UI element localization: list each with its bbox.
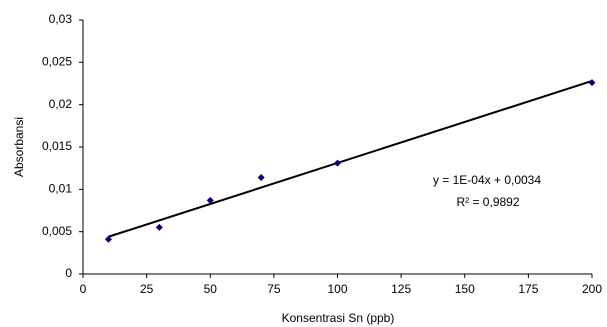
x-tick-label: 200: [582, 282, 602, 296]
x-tick-label: 125: [391, 282, 411, 296]
x-tick-label: 25: [140, 282, 154, 296]
x-tick-label: 75: [267, 282, 281, 296]
y-tick-label: 0: [65, 266, 72, 280]
data-point: [104, 235, 112, 243]
x-tick-label: 175: [518, 282, 538, 296]
data-point: [206, 196, 214, 204]
y-tick-label: 0,025: [42, 55, 72, 69]
y-tick-label: 0,03: [49, 12, 73, 26]
data-point: [155, 223, 163, 231]
y-tick-label: 0,01: [49, 182, 73, 196]
y-tick-label: 0,005: [42, 224, 72, 238]
x-axis-label: Konsentrasi Sn (ppb): [282, 311, 395, 325]
annotation: y = 1E-04x + 0,0034: [433, 173, 541, 187]
data-point: [588, 79, 596, 87]
y-tick-label: 0,02: [49, 97, 73, 111]
x-tick-label: 100: [327, 282, 347, 296]
x-tick-label: 150: [455, 282, 475, 296]
y-tick-label: 0,015: [42, 139, 72, 153]
data-point: [334, 159, 341, 167]
data-point: [257, 173, 265, 181]
trendline: [108, 80, 593, 238]
x-tick-label: 50: [204, 282, 218, 296]
annotation: R² = 0,9892: [456, 195, 519, 209]
y-axis-label: Absorbansi: [12, 117, 26, 177]
x-tick-label: 0: [80, 282, 87, 296]
